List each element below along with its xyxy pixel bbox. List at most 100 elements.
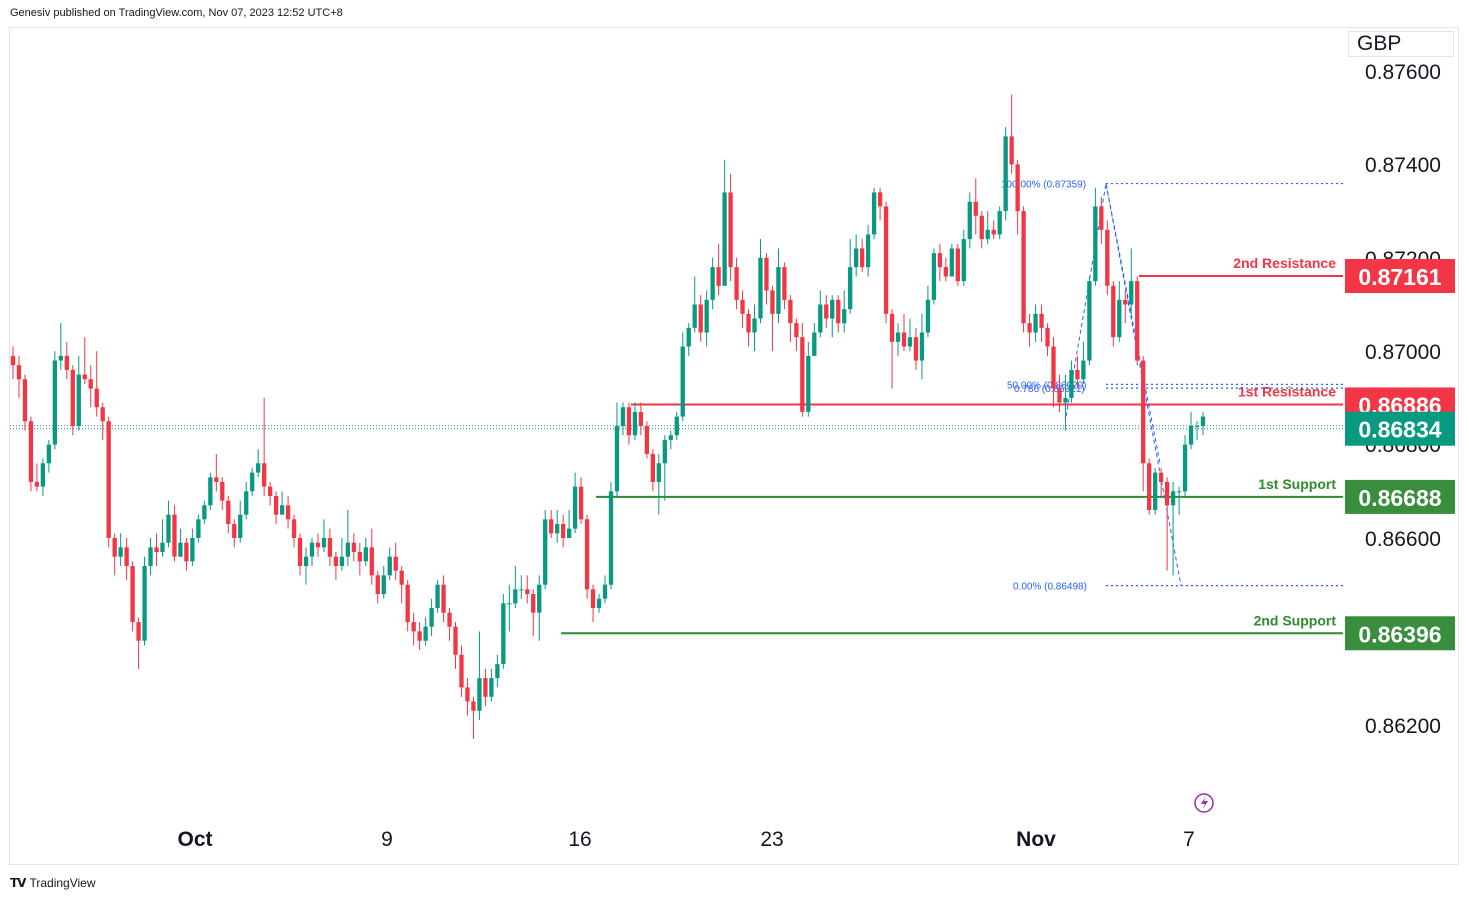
candle-body — [710, 267, 715, 300]
candle-body — [351, 542, 357, 553]
candle-body — [865, 234, 871, 268]
candle-body — [543, 519, 548, 585]
candle-body — [859, 248, 865, 268]
candle-body — [782, 267, 787, 300]
currency-label: GBP — [1357, 32, 1402, 55]
candle-body — [836, 299, 841, 324]
candle-body — [1051, 346, 1056, 389]
candle-body — [148, 547, 153, 567]
fib-swing-line — [1105, 183, 1161, 464]
candle-body — [501, 603, 506, 665]
candle-body — [1027, 323, 1032, 333]
x-tick-label: 7 — [1183, 828, 1195, 851]
candle-body — [267, 486, 273, 496]
currency-selector[interactable] — [1348, 31, 1454, 57]
candle-body — [812, 332, 817, 356]
candle-body — [680, 346, 685, 417]
fib-label: 100.00% (0.87359) — [1001, 180, 1086, 191]
candle-body — [848, 267, 853, 310]
candle-body — [489, 678, 494, 697]
candle-body — [1015, 164, 1020, 212]
candle-body — [531, 594, 536, 613]
candle-body — [919, 332, 925, 361]
candle-body — [405, 584, 410, 623]
candle-body — [471, 701, 476, 711]
candle-body — [1158, 472, 1164, 482]
candle-body — [250, 472, 255, 492]
candle-body — [369, 547, 374, 576]
candle-body — [632, 411, 638, 436]
candle-body — [423, 626, 428, 641]
candle-body — [507, 603, 512, 605]
candle-body — [1176, 491, 1182, 493]
fib-label: 0.00% (0.86498) — [1013, 582, 1087, 593]
candle-body — [1135, 281, 1140, 361]
candle-body — [1188, 425, 1194, 445]
candle-body — [262, 463, 267, 487]
candle-body — [1063, 397, 1068, 403]
candle-body — [549, 519, 554, 534]
candle-body — [925, 299, 931, 333]
candle-body — [967, 201, 972, 240]
fib-layer: 100.00% (0.87359) 50.00% (0.86929)0.786 (… — [1001, 180, 1343, 593]
y-tick-label: 0.87400 — [1365, 154, 1441, 177]
candle-body — [871, 192, 877, 235]
candle-body — [154, 547, 159, 553]
x-tick-label: 9 — [381, 828, 393, 851]
candle-body — [226, 500, 231, 524]
candle-body — [525, 589, 530, 595]
tradingview-logo-icon: 𝗧𝗩 — [10, 876, 27, 890]
candle-body — [1141, 360, 1146, 464]
candle-body — [1093, 206, 1098, 282]
candle-body — [788, 299, 793, 324]
candle-body — [190, 538, 195, 562]
candle-body — [734, 267, 739, 300]
candle-body — [387, 556, 392, 576]
candle-body — [465, 687, 470, 702]
candle-body — [973, 201, 978, 216]
candle-body — [943, 267, 949, 277]
candle-body — [590, 589, 596, 609]
candle-body — [1194, 425, 1200, 427]
candles-layer — [10, 94, 1206, 739]
candle-body — [1123, 299, 1128, 305]
candle-body — [716, 267, 721, 286]
current-price-tag-bg — [1345, 411, 1455, 446]
level-name: 1st Resistance — [1238, 383, 1336, 399]
lightning-icon[interactable] — [1194, 793, 1214, 813]
candle-body — [1033, 313, 1038, 333]
y-tick-label: 0.86200 — [1365, 715, 1441, 738]
candle-body — [883, 206, 889, 314]
candle-body — [572, 486, 578, 529]
candle-body — [130, 566, 135, 623]
candle-body — [806, 355, 811, 412]
candle-body — [1170, 491, 1176, 506]
candle-body — [1087, 281, 1092, 361]
candle-body — [28, 421, 34, 482]
candle-body — [991, 229, 996, 235]
candle-body — [602, 584, 608, 599]
candle-body — [644, 425, 650, 454]
candle-body — [901, 332, 907, 347]
footer-brand[interactable]: 𝗧𝗩 TradingView — [10, 876, 96, 890]
candle-body — [1105, 229, 1110, 286]
candle-body — [172, 514, 177, 557]
candle-body — [273, 495, 279, 515]
candle-body — [764, 257, 769, 291]
candle-body — [447, 612, 452, 627]
candle-body — [824, 304, 829, 319]
y-tick-label: 0.87000 — [1365, 341, 1441, 364]
candle-body — [746, 313, 751, 333]
candle-body — [656, 463, 661, 482]
candle-body — [142, 566, 147, 641]
publisher-caption: Genesiv published on TradingView.com, No… — [10, 7, 343, 19]
candle-body — [220, 481, 225, 501]
candle-body — [459, 654, 464, 688]
current-price-tag-label: 0.86834 — [1358, 417, 1441, 443]
candle-body — [1075, 369, 1080, 380]
candle-body — [399, 570, 404, 585]
candle-body — [608, 491, 614, 585]
level-name: 2nd Support — [1254, 612, 1337, 628]
candle-body — [10, 355, 16, 366]
